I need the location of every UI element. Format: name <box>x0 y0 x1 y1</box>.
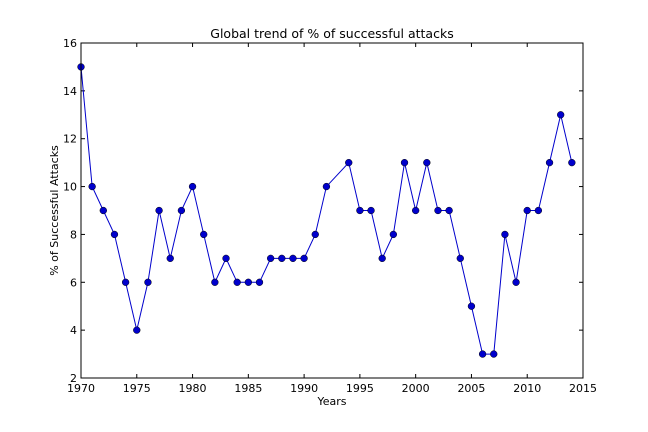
data-point <box>490 350 498 358</box>
y-tick-label: 4 <box>70 324 77 337</box>
y-tick-label: 12 <box>63 133 77 146</box>
data-point <box>255 278 264 286</box>
data-point <box>200 230 208 239</box>
data-point <box>99 206 107 215</box>
data-point <box>88 182 96 191</box>
data-point <box>177 206 186 215</box>
x-tick-label: 1990 <box>290 382 318 395</box>
x-tick-label: 1985 <box>234 382 262 395</box>
series-group <box>77 63 576 358</box>
x-tick-label: 1975 <box>123 382 151 395</box>
data-point <box>266 254 275 263</box>
y-tick-label: 8 <box>70 228 77 241</box>
x-axis-label: Years <box>316 395 346 408</box>
series-line <box>80 66 573 355</box>
data-point <box>211 278 219 286</box>
data-point <box>345 158 353 167</box>
data-point <box>289 254 297 263</box>
data-point <box>400 158 409 167</box>
data-point <box>110 230 119 239</box>
data-point <box>244 278 252 286</box>
x-tick-label: 1995 <box>346 382 374 395</box>
data-point <box>568 158 576 167</box>
data-point <box>367 206 375 215</box>
data-point <box>412 206 420 215</box>
y-tick-label: 6 <box>70 276 77 289</box>
x-tick-label: 2005 <box>457 382 485 395</box>
data-point <box>322 182 331 191</box>
y-tick-label: 14 <box>63 85 77 98</box>
data-point <box>311 230 319 239</box>
data-point <box>144 278 152 286</box>
data-point <box>378 254 386 263</box>
y-tick-label: 2 <box>70 372 77 385</box>
data-point <box>356 206 364 215</box>
data-point <box>155 206 163 215</box>
data-point <box>423 158 431 167</box>
data-point <box>166 254 174 263</box>
data-point <box>434 206 442 215</box>
x-tick-label: 2015 <box>569 382 597 395</box>
data-point <box>478 350 487 358</box>
y-tick-label: 10 <box>63 181 77 194</box>
data-point <box>278 254 286 263</box>
data-point <box>467 302 476 310</box>
x-tick-label: 1970 <box>67 382 95 395</box>
data-point <box>121 278 130 286</box>
chart-title: Global trend of % of successful attacks <box>210 26 453 41</box>
data-point <box>233 278 241 286</box>
data-point <box>222 254 230 263</box>
data-point <box>557 111 565 119</box>
y-axis-label: % of Successful Attacks <box>48 145 61 276</box>
data-point <box>456 254 464 263</box>
data-point <box>512 278 520 286</box>
data-point <box>300 254 308 263</box>
data-point <box>501 230 509 239</box>
data-point <box>133 326 141 334</box>
data-point <box>545 158 554 167</box>
plot-frame <box>80 42 584 379</box>
x-tick-label: 1980 <box>179 382 207 395</box>
axis-tick-labels: 1970 1975 1980 1985 1990 1995 2000 2005 2010 2015… <box>63 37 597 395</box>
data-point <box>389 230 398 239</box>
data-point <box>523 206 531 215</box>
data-point <box>534 206 543 215</box>
data-point <box>188 182 197 191</box>
x-tick-label: 2000 <box>402 382 430 395</box>
y-tick-label: 16 <box>63 37 77 50</box>
data-point <box>445 206 453 215</box>
axis-ticks <box>80 42 584 379</box>
x-tick-label: 2010 <box>513 382 541 395</box>
